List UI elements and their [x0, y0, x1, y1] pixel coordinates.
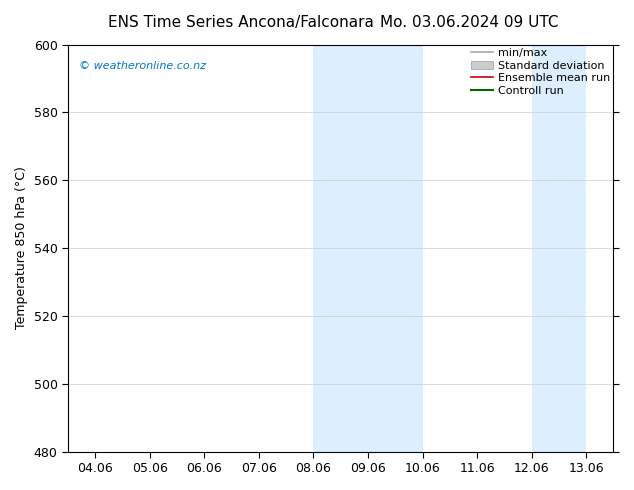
Text: ENS Time Series Ancona/Falconara: ENS Time Series Ancona/Falconara [108, 15, 374, 30]
Bar [532, 45, 586, 452]
Y-axis label: Temperature 850 hPa (°C): Temperature 850 hPa (°C) [15, 167, 28, 329]
Text: Mo. 03.06.2024 09 UTC: Mo. 03.06.2024 09 UTC [380, 15, 559, 30]
Legend: min/max, Standard deviation, Ensemble mean run, Controll run: min/max, Standard deviation, Ensemble me… [469, 46, 612, 98]
Bar [368, 45, 422, 452]
Bar [313, 45, 368, 452]
Text: © weatheronline.co.nz: © weatheronline.co.nz [79, 61, 206, 71]
